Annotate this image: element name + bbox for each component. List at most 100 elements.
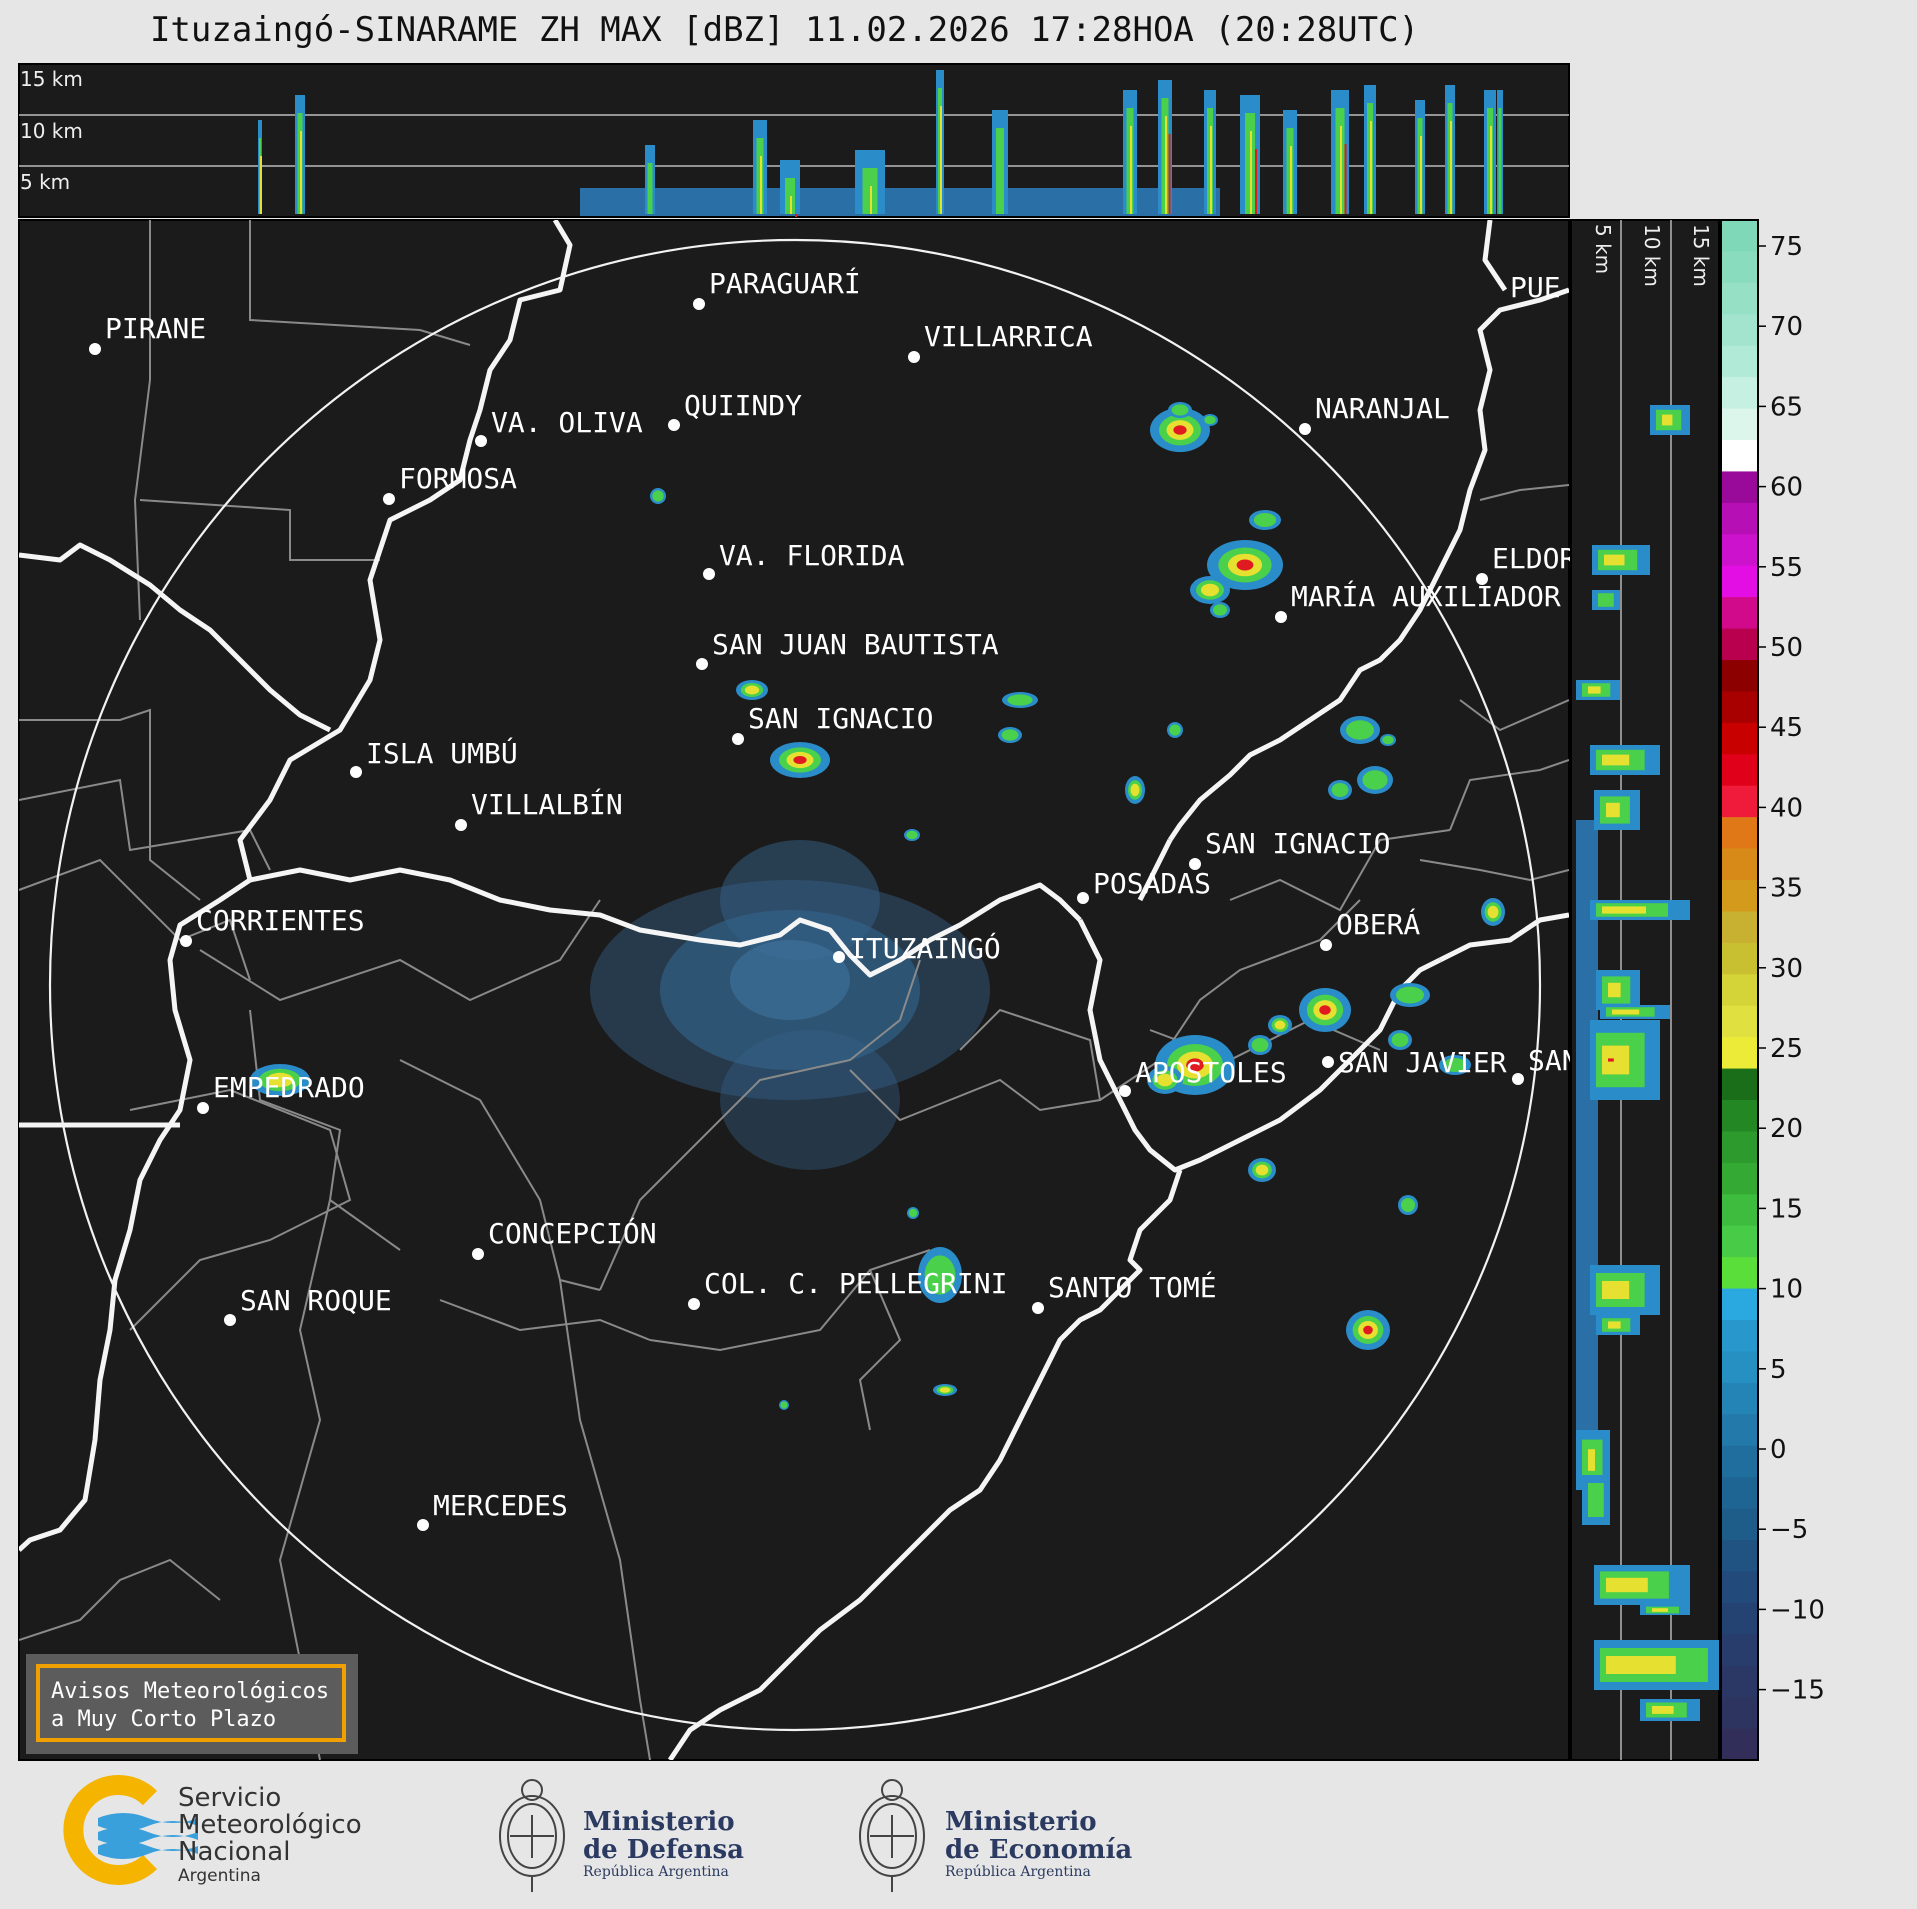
echo-cell (1396, 986, 1424, 1004)
echo-row (1606, 1577, 1648, 1593)
echo-row (1608, 1321, 1621, 1329)
colorbar-bin (1721, 1697, 1758, 1730)
place-label: COL. C. PELLEGRINI (704, 1267, 1007, 1300)
warning-box-line2: a Muy Corto Plazo (51, 1707, 276, 1732)
colorbar-bin (1721, 565, 1758, 598)
place-label: SANTO TOMÉ (1048, 1270, 1217, 1304)
place-label: VA. FLORIDA (719, 539, 905, 572)
colorbar-tick-label: 30 (1770, 954, 1803, 984)
colorbar-tick-label: 0 (1770, 1435, 1787, 1465)
echo-cell (266, 1072, 294, 1088)
echo-column (1290, 146, 1292, 214)
echo-column (1168, 134, 1171, 214)
echo-row (1588, 1483, 1604, 1517)
colorbar-bin (1721, 1351, 1758, 1384)
colorbar-bin (1721, 817, 1758, 850)
smn-logo: Servicio Meteorológico Nacional Argentin… (63, 1775, 362, 1886)
colorbar-tick-label: 25 (1770, 1034, 1803, 1064)
place-marker (908, 351, 920, 363)
echo-cell (1274, 1020, 1286, 1030)
colorbar-bin (1721, 848, 1758, 881)
echo-row (1588, 1449, 1595, 1471)
radar-map: PIRANE PARAGUARÍ VILLARRICA VA. OLIVA QU… (18, 219, 1579, 1761)
place-marker (732, 733, 744, 745)
echo-cell (1130, 783, 1140, 797)
colorbar-tick-label: 40 (1770, 793, 1803, 823)
place-marker (1322, 1056, 1334, 1068)
smn-wave-icon (98, 1841, 198, 1859)
echo-column (1165, 116, 1167, 214)
place-marker (89, 343, 101, 355)
echo-cell (652, 490, 664, 502)
place-marker (1032, 1302, 1044, 1314)
colorbar-bin (1721, 722, 1758, 756)
echo-row (1604, 554, 1625, 566)
echo-cell (1204, 415, 1216, 425)
echo-column (870, 186, 872, 214)
place-marker (1512, 1073, 1524, 1085)
colorbar-bin (1721, 1100, 1758, 1133)
top-height-profile: 15 km 10 km 5 km (18, 63, 1570, 218)
place-label: ISLA UMBÚ (366, 736, 518, 770)
echo-cell (1487, 905, 1499, 919)
smn-line4: Argentina (178, 1866, 261, 1886)
echo-row (1612, 1009, 1640, 1015)
colorbar-bin (1721, 1068, 1758, 1101)
colorbar-bin (1721, 314, 1758, 347)
colorbar-bin (1721, 785, 1758, 818)
place-label: CONCEPCIÓN (488, 1216, 657, 1250)
warning-box-line1: Avisos Meteorológicos (51, 1679, 329, 1704)
place-marker (1275, 611, 1287, 623)
colorbar-bin (1721, 880, 1758, 913)
place-label: PARAGUARÍ (709, 266, 861, 300)
echo-cell (924, 1255, 956, 1295)
place-label: CORRIENTES (196, 904, 365, 937)
place-marker (1077, 892, 1089, 904)
ministerio-defensa-logo: Ministerio de Defensa República Argentin… (499, 1779, 744, 1892)
echo-cell (1186, 1058, 1204, 1072)
colorbar-tick-label: 50 (1770, 633, 1803, 663)
place-marker (693, 298, 705, 310)
colorbar-bin (1721, 1382, 1758, 1416)
colorbar-bin (1721, 942, 1758, 976)
coat-of-arms-icon (859, 1779, 925, 1892)
place-label: NARANJAL (1315, 392, 1450, 425)
echo-cell (1346, 720, 1374, 740)
echo-column (1340, 126, 1342, 214)
colorbar-bin (1721, 754, 1758, 787)
colorbar-bin (1721, 1665, 1758, 1698)
place-marker (833, 951, 845, 963)
echo-column (1498, 108, 1502, 214)
economia-line2: de Economía (945, 1835, 1132, 1865)
top-profile-label-5km: 5 km (20, 170, 70, 194)
echo-row (1602, 1045, 1630, 1075)
place-label: SAN IGNACIO (748, 702, 933, 735)
economia-line3: República Argentina (945, 1864, 1091, 1880)
echo-column (790, 196, 792, 214)
colorbar-bin (1721, 628, 1758, 661)
place-marker (180, 935, 192, 947)
colorbar-bin (1721, 1728, 1758, 1761)
echo-cell (1236, 559, 1254, 571)
economia-line1: Ministerio (945, 1807, 1097, 1837)
side-profile-label-15km: 15 km (1689, 224, 1713, 287)
place-marker (1189, 858, 1201, 870)
echo-cell (1362, 770, 1388, 790)
warning-box[interactable]: Avisos Meteorológicos a Muy Corto Plazo (26, 1654, 358, 1754)
place-label: MERCEDES (433, 1489, 568, 1522)
place-marker (383, 493, 395, 505)
echo-cell (1173, 425, 1187, 435)
colorbar-bin (1721, 1508, 1758, 1541)
place-marker (696, 658, 708, 670)
colorbar-bin (1721, 1634, 1758, 1667)
echo-column (300, 131, 302, 214)
colorbar-bin (1721, 502, 1758, 536)
place-label: EMPEDRADO (213, 1071, 365, 1104)
echo-row (1598, 593, 1614, 607)
echo-column (1250, 131, 1252, 214)
echo-cell (1171, 404, 1189, 416)
colorbar-tick-label: 10 (1770, 1275, 1803, 1305)
echo-column (260, 156, 262, 214)
colorbar-bin (1721, 377, 1758, 410)
department-borders (19, 220, 1569, 1760)
